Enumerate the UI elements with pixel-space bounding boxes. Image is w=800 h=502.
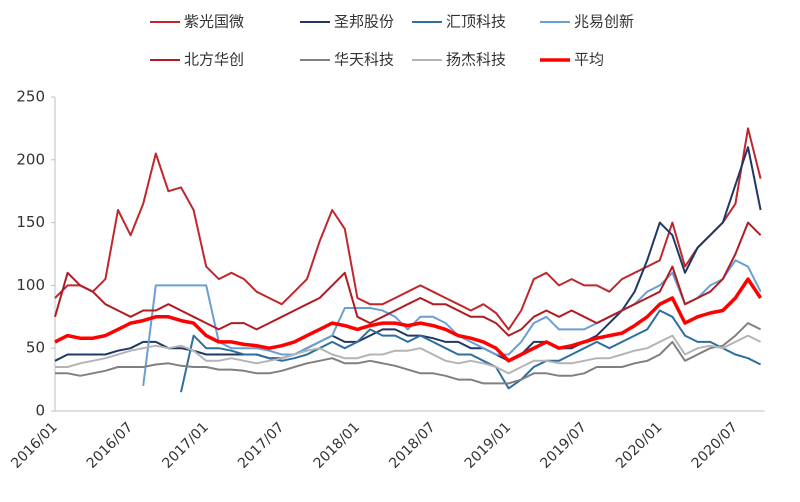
legend-label: 汇顶科技	[446, 13, 506, 31]
y-tick-label: 0	[35, 402, 45, 420]
legend-label: 华天科技	[334, 51, 394, 69]
legend-label: 兆易创新	[574, 13, 634, 31]
y-tick-label: 200	[16, 150, 45, 168]
series-line	[54, 277, 763, 363]
legend-label: 扬杰科技	[446, 51, 506, 69]
legend-item: 华天科技	[300, 51, 394, 69]
legend-item: 紫光国微	[150, 13, 244, 31]
x-tick-label: 2019/01	[462, 419, 514, 471]
legend-item: 圣邦股份	[300, 13, 394, 31]
series-line	[55, 322, 762, 385]
series-line	[54, 221, 762, 337]
legend-label: 北方华创	[184, 51, 244, 69]
x-tick-label: 2016/07	[84, 419, 136, 471]
series-line	[55, 334, 762, 375]
y-tick-label: 150	[16, 213, 45, 231]
legend-item: 扬杰科技	[412, 51, 506, 69]
legend-label: 平均	[574, 51, 604, 69]
x-tick-label: 2020/01	[613, 419, 665, 471]
legend-label: 圣邦股份	[334, 13, 394, 31]
y-tick-label: 50	[26, 339, 45, 357]
legend-label: 紫光国微	[184, 13, 244, 31]
x-tick-label: 2018/01	[311, 419, 363, 471]
x-tick-label: 2018/07	[386, 419, 438, 471]
legend-item: 兆易创新	[540, 13, 634, 31]
legend-item: 平均	[540, 51, 604, 69]
y-tick-label: 100	[16, 276, 45, 294]
x-tick-label: 2017/01	[159, 419, 211, 471]
legend-item: 北方华创	[150, 51, 244, 69]
y-tick-label: 250	[16, 88, 45, 106]
x-tick-label: 2017/07	[235, 419, 287, 471]
legend-item: 汇顶科技	[412, 13, 506, 31]
series-line	[142, 259, 762, 387]
series-line	[54, 127, 762, 331]
x-tick-label: 2020/07	[689, 419, 741, 471]
x-tick-label: 2016/01	[8, 419, 60, 471]
x-tick-label: 2019/07	[537, 419, 589, 471]
